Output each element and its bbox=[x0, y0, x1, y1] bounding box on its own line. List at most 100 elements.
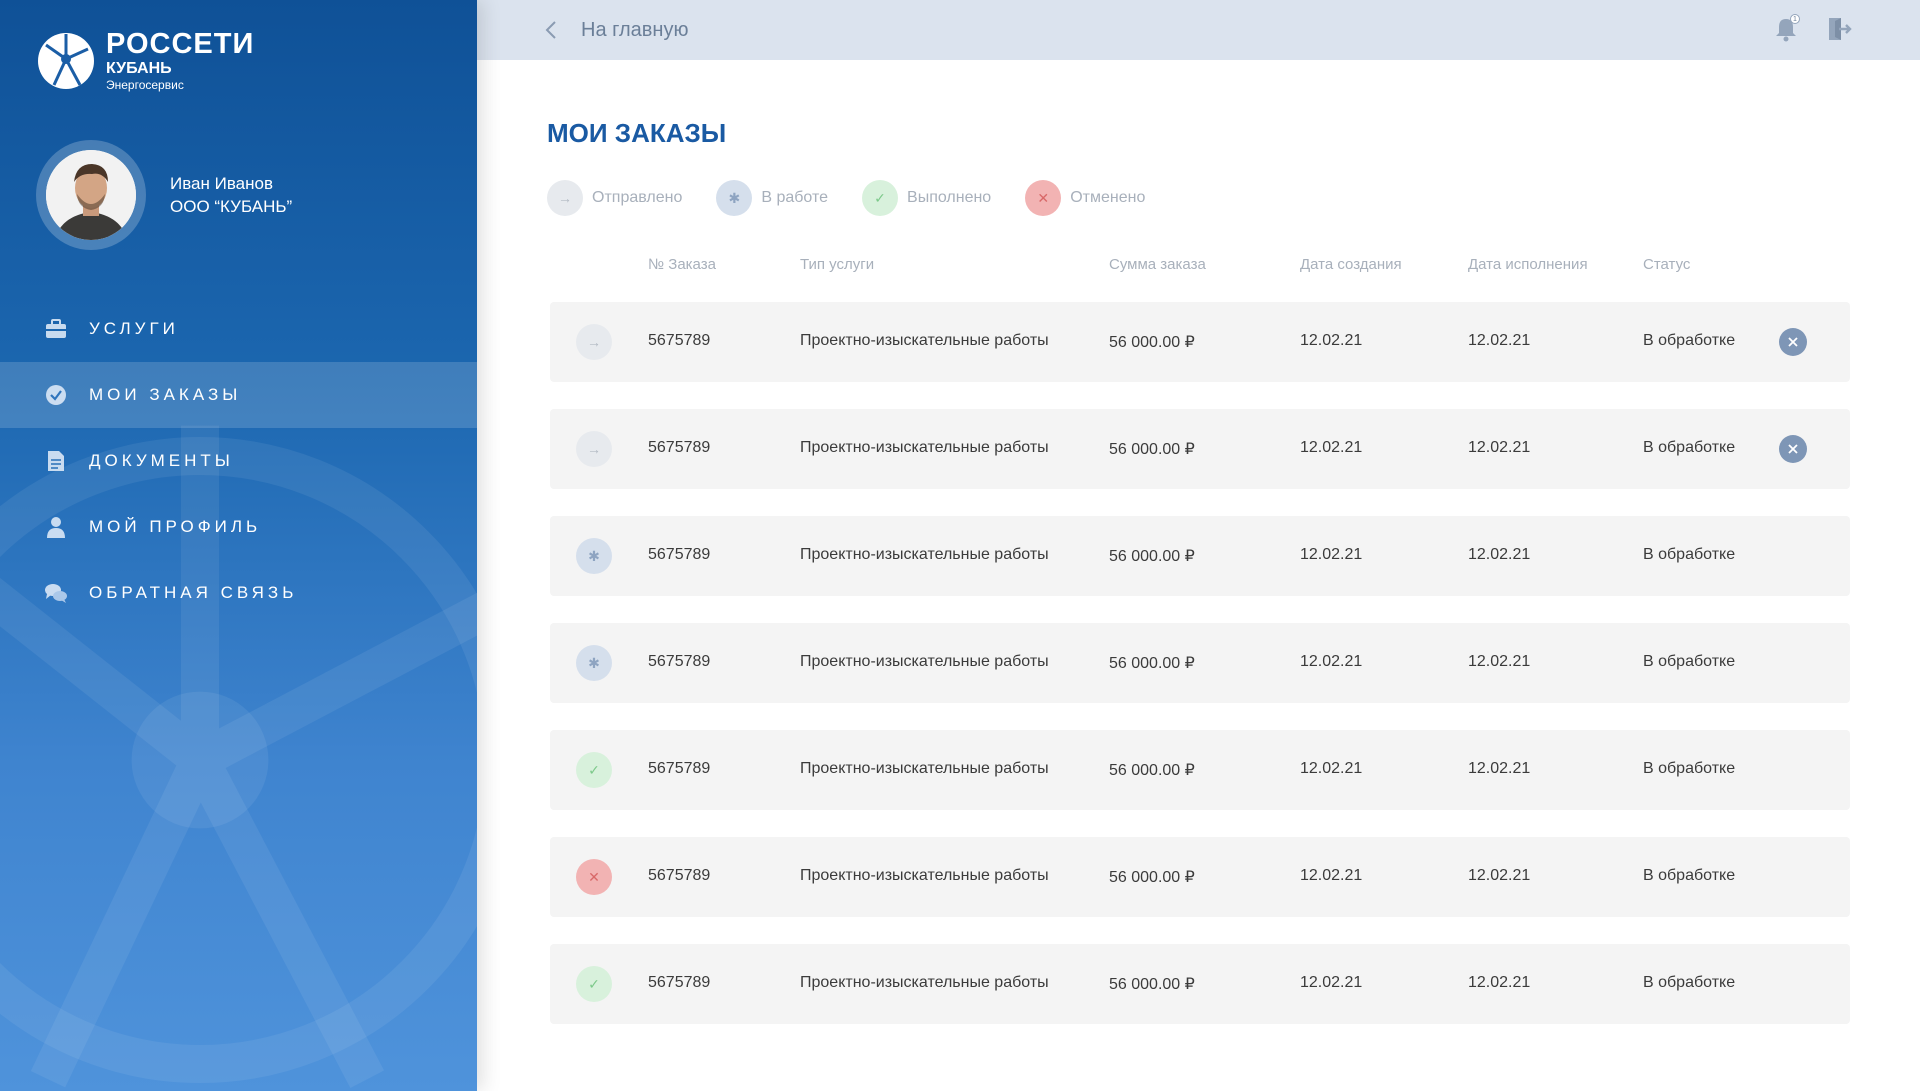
table-row[interactable]: ✱ 5675789 Проектно-изыскательные работы … bbox=[550, 623, 1850, 703]
status-text: В обработке bbox=[1643, 867, 1736, 884]
check-icon: ✓ bbox=[576, 966, 612, 1002]
rosseti-logo-icon bbox=[38, 32, 94, 89]
document-icon bbox=[44, 449, 68, 473]
user-name: Иван Иванов bbox=[170, 174, 274, 193]
order-number: 5675789 bbox=[648, 332, 711, 349]
order-sum: 56 000.00 ₽ bbox=[1109, 548, 1195, 565]
service-type: Проектно-изыскательные работы bbox=[800, 332, 1049, 349]
order-sum: 56 000.00 ₽ bbox=[1109, 976, 1195, 993]
briefcase-icon bbox=[44, 317, 68, 341]
completion-date: 12.02.21 bbox=[1468, 546, 1531, 563]
avatar[interactable] bbox=[36, 140, 146, 250]
brand-subtitle: КУБАНЬ bbox=[106, 60, 172, 77]
bell-icon bbox=[1776, 19, 1796, 42]
back-to-home-link[interactable]: На главную bbox=[545, 19, 688, 42]
order-number: 5675789 bbox=[648, 653, 711, 670]
user-photo-icon bbox=[46, 150, 136, 240]
table-row[interactable]: → 5675789 Проектно-изыскательные работы … bbox=[550, 302, 1850, 382]
back-label: На главную bbox=[581, 18, 689, 41]
status-text: В обработке bbox=[1643, 974, 1736, 991]
sidebar-item-label: ДОКУМЕНТЫ bbox=[89, 451, 234, 470]
legend-label: Выполнено bbox=[907, 189, 992, 206]
completion-date: 12.02.21 bbox=[1468, 439, 1531, 456]
column-header-order-sum[interactable]: Сумма заказа bbox=[1109, 256, 1206, 273]
column-header-status[interactable]: Статус bbox=[1643, 256, 1691, 273]
table-row[interactable]: ✓ 5675789 Проектно-изыскательные работы … bbox=[550, 730, 1850, 810]
logout-button[interactable] bbox=[1826, 16, 1852, 42]
column-header-order-number[interactable]: № Заказа bbox=[648, 256, 716, 273]
cancel-order-button[interactable] bbox=[1779, 435, 1807, 463]
sidebar-item-my-profile[interactable]: МОЙ ПРОФИЛЬ bbox=[0, 494, 477, 560]
table-row[interactable]: ✓ 5675789 Проектно-изыскательные работы … bbox=[550, 944, 1850, 1024]
order-sum: 56 000.00 ₽ bbox=[1109, 334, 1195, 351]
order-sum: 56 000.00 ₽ bbox=[1109, 441, 1195, 458]
sidebar-item-documents[interactable]: ДОКУМЕНТЫ bbox=[0, 428, 477, 494]
user-profile[interactable]: Иван Иванов ООО “КУБАНЬ” bbox=[36, 140, 292, 250]
brand-title: РОССЕТИ bbox=[106, 28, 255, 60]
sidebar-nav: УСЛУГИ МОИ ЗАКАЗЫ ДОКУМЕНТЫ МОЙ ПРОФИЛЬ … bbox=[0, 296, 477, 626]
legend-item-done[interactable]: ✓ Выполнено bbox=[862, 180, 991, 216]
order-sum: 56 000.00 ₽ bbox=[1109, 869, 1195, 886]
user-icon bbox=[44, 515, 68, 539]
order-number: 5675789 bbox=[648, 546, 711, 563]
arrow-right-icon: → bbox=[576, 431, 612, 467]
order-number: 5675789 bbox=[648, 974, 711, 991]
status-text: В обработке bbox=[1643, 653, 1736, 670]
created-date: 12.02.21 bbox=[1300, 867, 1363, 884]
service-type: Проектно-изыскательные работы bbox=[800, 653, 1049, 670]
sidebar-item-my-orders[interactable]: МОИ ЗАКАЗЫ bbox=[0, 362, 477, 428]
order-sum: 56 000.00 ₽ bbox=[1109, 655, 1195, 672]
gear-icon: ✱ bbox=[576, 645, 612, 681]
sidebar-item-label: ОБРАТНАЯ СВЯЗЬ bbox=[89, 583, 298, 602]
status-text: В обработке bbox=[1643, 546, 1736, 563]
status-text: В обработке bbox=[1643, 332, 1736, 349]
notifications-button[interactable]: 1 bbox=[1774, 14, 1800, 42]
cancel-order-button[interactable] bbox=[1779, 328, 1807, 356]
close-icon: ✕ bbox=[1025, 180, 1062, 216]
status-text: В обработке bbox=[1643, 760, 1736, 777]
brand-logo[interactable]: РОССЕТИ КУБАНЬ Энергосервис bbox=[36, 30, 254, 91]
service-type: Проектно-изыскательные работы bbox=[800, 439, 1049, 456]
legend-item-work[interactable]: ✱ В работе bbox=[716, 180, 828, 216]
legend-item-sent[interactable]: → Отправлено bbox=[547, 180, 682, 216]
gear-icon: ✱ bbox=[716, 180, 753, 216]
brand-tagline: Энергосервис bbox=[106, 78, 184, 92]
service-type: Проектно-изыскательные работы bbox=[800, 546, 1049, 563]
close-icon: ✕ bbox=[576, 859, 612, 895]
created-date: 12.02.21 bbox=[1300, 974, 1363, 991]
created-date: 12.02.21 bbox=[1300, 760, 1363, 777]
sidebar-item-services[interactable]: УСЛУГИ bbox=[0, 296, 477, 362]
service-type: Проектно-изыскательные работы bbox=[800, 760, 1049, 777]
legend-item-cancel[interactable]: ✕ Отменено bbox=[1025, 180, 1145, 216]
sidebar: РОССЕТИ КУБАНЬ Энергосервис Иван Иванов … bbox=[0, 0, 477, 1091]
status-legend: → Отправлено ✱ В работе ✓ Выполнено ✕ От… bbox=[547, 180, 1179, 216]
arrow-right-icon: → bbox=[547, 180, 583, 216]
user-organization: ООО “КУБАНЬ” bbox=[170, 197, 293, 216]
table-row[interactable]: ✱ 5675789 Проектно-изыскательные работы … bbox=[550, 516, 1850, 596]
gear-icon: ✱ bbox=[576, 538, 612, 574]
check-icon: ✓ bbox=[576, 752, 612, 788]
created-date: 12.02.21 bbox=[1300, 439, 1363, 456]
completion-date: 12.02.21 bbox=[1468, 867, 1531, 884]
created-date: 12.02.21 bbox=[1300, 653, 1363, 670]
notifications-badge: 1 bbox=[1790, 14, 1800, 24]
order-number: 5675789 bbox=[648, 439, 711, 456]
completion-date: 12.02.21 bbox=[1468, 974, 1531, 991]
table-row[interactable]: → 5675789 Проектно-изыскательные работы … bbox=[550, 409, 1850, 489]
completion-date: 12.02.21 bbox=[1468, 653, 1531, 670]
column-header-service-type[interactable]: Тип услуги bbox=[800, 256, 875, 273]
table-row[interactable]: ✕ 5675789 Проектно-изыскательные работы … bbox=[550, 837, 1850, 917]
order-number: 5675789 bbox=[648, 867, 711, 884]
column-header-created-date[interactable]: Дата создания bbox=[1300, 256, 1402, 273]
logout-icon bbox=[1829, 18, 1852, 40]
completion-date: 12.02.21 bbox=[1468, 760, 1531, 777]
legend-label: Отменено bbox=[1070, 189, 1146, 206]
chevron-left-icon bbox=[545, 21, 556, 39]
check-circle-icon bbox=[44, 383, 68, 407]
status-text: В обработке bbox=[1643, 439, 1736, 456]
check-icon: ✓ bbox=[862, 180, 899, 216]
order-number: 5675789 bbox=[648, 760, 711, 777]
sidebar-item-feedback[interactable]: ОБРАТНАЯ СВЯЗЬ bbox=[0, 560, 477, 626]
service-type: Проектно-изыскательные работы bbox=[800, 974, 1049, 991]
column-header-completion-date[interactable]: Дата исполнения bbox=[1468, 256, 1588, 273]
